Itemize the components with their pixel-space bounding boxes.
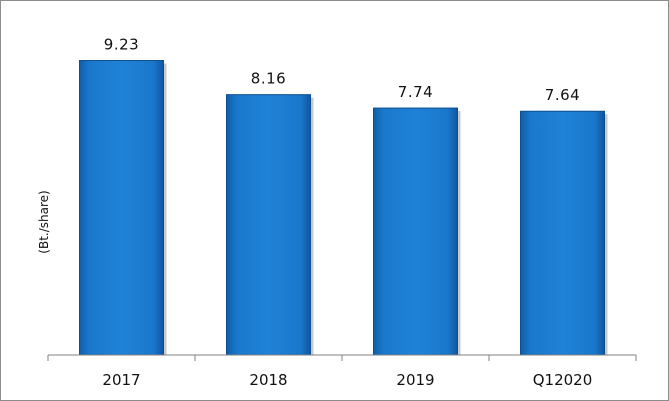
bar-2017 bbox=[79, 60, 164, 356]
data-label-2018: 8.16 bbox=[251, 70, 286, 88]
x-tick-label-2017: 2017 bbox=[102, 371, 140, 389]
y-axis-label: (Bt./share) bbox=[37, 190, 51, 253]
data-label-Q12020: 7.64 bbox=[545, 86, 580, 104]
x-tick-label-2019: 2019 bbox=[396, 371, 434, 389]
bar-2019 bbox=[373, 107, 458, 356]
x-tick-label-2018: 2018 bbox=[249, 371, 287, 389]
x-tick-label-Q12020: Q12020 bbox=[533, 371, 593, 389]
data-label-2019: 7.74 bbox=[398, 83, 433, 101]
bars-group: 9.23 8.16 7.74 7.64 bbox=[79, 36, 608, 356]
bar-Q12020 bbox=[520, 110, 605, 356]
x-ticks-group: 2017 2018 2019 Q12020 bbox=[47, 355, 637, 389]
bar-2018 bbox=[226, 94, 311, 356]
data-label-2017: 9.23 bbox=[104, 36, 139, 54]
